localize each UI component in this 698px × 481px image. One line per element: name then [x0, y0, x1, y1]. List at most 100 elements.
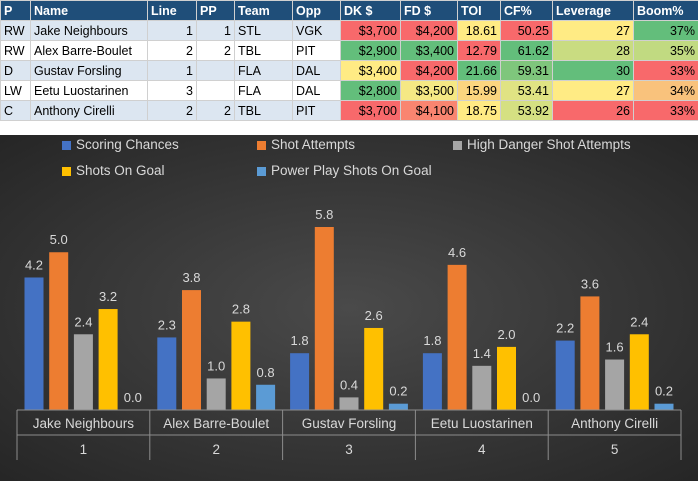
data-label: 5.0 [50, 232, 68, 247]
bar [182, 290, 201, 410]
header-fd-salary[interactable]: FD $ [400, 0, 458, 21]
data-label: 2.3 [158, 317, 176, 332]
bar [206, 378, 226, 410]
data-label: 1.8 [423, 333, 441, 348]
cell-position: LW [0, 80, 31, 101]
legend-label: Shots On Goal [76, 163, 165, 178]
legend-swatch [453, 141, 462, 150]
cell-boom: 33% [633, 60, 698, 81]
table-row[interactable]: RW Alex Barre-Boulet 2 2 TBL PIT $2,900 $3,400 1… [0, 40, 698, 61]
cell-toi: 12.79 [457, 40, 501, 61]
header-boom[interactable]: Boom% [633, 0, 698, 21]
legend-swatch [257, 167, 266, 176]
table-row[interactable]: LW Eetu Luostarinen 3 FLA DAL $2,800 $3,500 15.… [0, 80, 698, 101]
header-line[interactable]: Line [147, 0, 197, 21]
cell-line: 3 [147, 80, 197, 101]
cell-team: FLA [234, 80, 293, 101]
cell-toi: 18.75 [457, 100, 501, 121]
cell-pp [196, 80, 235, 101]
bar [290, 353, 310, 410]
cell-pp: 2 [196, 100, 235, 121]
cell-toi: 15.99 [457, 80, 501, 101]
data-label: 1.6 [606, 340, 624, 355]
cell-team: TBL [234, 40, 293, 61]
cell-line: 1 [147, 20, 197, 41]
header-position[interactable]: P [0, 0, 31, 21]
data-label: 1.4 [473, 346, 491, 361]
category-label: Gustav Forsling [302, 416, 397, 431]
table-header-row: P Name Line PP Team Opp DK $ FD $ TOI CF% Leverage… [0, 0, 698, 21]
legend-label: Shot Attempts [271, 137, 355, 152]
cell-team: TBL [234, 100, 293, 121]
header-toi[interactable]: TOI [457, 0, 501, 21]
data-label: 3.2 [99, 289, 117, 304]
cell-position: RW [0, 20, 31, 41]
bar [98, 309, 118, 410]
cell-pp [196, 60, 235, 81]
chart-legend: Scoring Chances Shot Attempts High Danger … [62, 137, 631, 178]
category-index-label: 4 [478, 442, 486, 457]
category-index-label: 2 [212, 442, 220, 457]
data-label: 0.0 [522, 390, 540, 405]
cell-fd-salary: $4,100 [400, 100, 458, 121]
table-row[interactable]: RW Jake Neighbours 1 1 STL VGK $3,700 $4,200 18.… [0, 20, 698, 41]
bar [472, 365, 492, 410]
data-label: 1.8 [291, 333, 309, 348]
data-label: 5.8 [315, 207, 333, 222]
cell-boom: 37% [633, 20, 698, 41]
cell-cf: 53.92 [500, 100, 553, 121]
category-index-label: 5 [611, 442, 619, 457]
header-dk-salary[interactable]: DK $ [340, 0, 401, 21]
data-label: 0.0 [124, 390, 142, 405]
data-label: 0.4 [340, 377, 358, 392]
header-pp[interactable]: PP [196, 0, 235, 21]
table-row[interactable]: D Gustav Forsling 1 FLA DAL $3,400 $4,200 21.66… [0, 60, 698, 81]
header-team[interactable]: Team [234, 0, 293, 21]
cell-leverage: 30 [552, 60, 634, 81]
data-label: 1.0 [207, 358, 225, 373]
cell-cf: 59.31 [500, 60, 553, 81]
category-label: Eetu Luostarinen [431, 416, 533, 431]
bar [364, 327, 384, 410]
legend-swatch [62, 167, 71, 176]
table-row[interactable]: C Anthony Cirelli 2 2 TBL PIT $3,700 $4,100 18.7… [0, 100, 698, 121]
bar [580, 296, 600, 410]
cell-position: C [0, 100, 31, 121]
category-index-label: 3 [345, 442, 353, 457]
cell-toi: 21.66 [457, 60, 501, 81]
legend-label: Power Play Shots On Goal [271, 163, 432, 178]
data-label: 2.6 [365, 308, 383, 323]
cell-boom: 34% [633, 80, 698, 101]
legend-swatch [257, 141, 266, 150]
cell-opp: DAL [292, 80, 341, 101]
header-leverage[interactable]: Leverage [552, 0, 634, 21]
header-cf[interactable]: CF% [500, 0, 553, 21]
cell-toi: 18.61 [457, 20, 501, 41]
bar [447, 264, 467, 410]
cell-leverage: 28 [552, 40, 634, 61]
cell-name: Gustav Forsling [30, 60, 148, 81]
data-label: 3.8 [182, 270, 200, 285]
bar [654, 403, 674, 410]
data-label: 4.6 [448, 245, 466, 260]
bar [605, 359, 625, 410]
bar [73, 334, 93, 410]
cell-name: Anthony Cirelli [30, 100, 148, 121]
cell-opp: VGK [292, 20, 341, 41]
data-label: 0.2 [655, 384, 673, 399]
cell-name: Jake Neighbours [30, 20, 148, 41]
stats-bar-chart: Scoring Chances Shot Attempts High Danger … [0, 135, 698, 481]
cell-fd-salary: $4,200 [400, 60, 458, 81]
bar [314, 227, 334, 410]
header-opp[interactable]: Opp [292, 0, 341, 21]
cell-leverage: 27 [552, 80, 634, 101]
cell-line: 1 [147, 60, 197, 81]
cell-fd-salary: $3,500 [400, 80, 458, 101]
data-label: 0.2 [389, 384, 407, 399]
category-index-label: 1 [80, 442, 88, 457]
cell-pp: 2 [196, 40, 235, 61]
bar [555, 340, 575, 410]
category-label: Alex Barre-Boulet [163, 416, 269, 431]
cell-boom: 33% [633, 100, 698, 121]
header-name[interactable]: Name [30, 0, 148, 21]
